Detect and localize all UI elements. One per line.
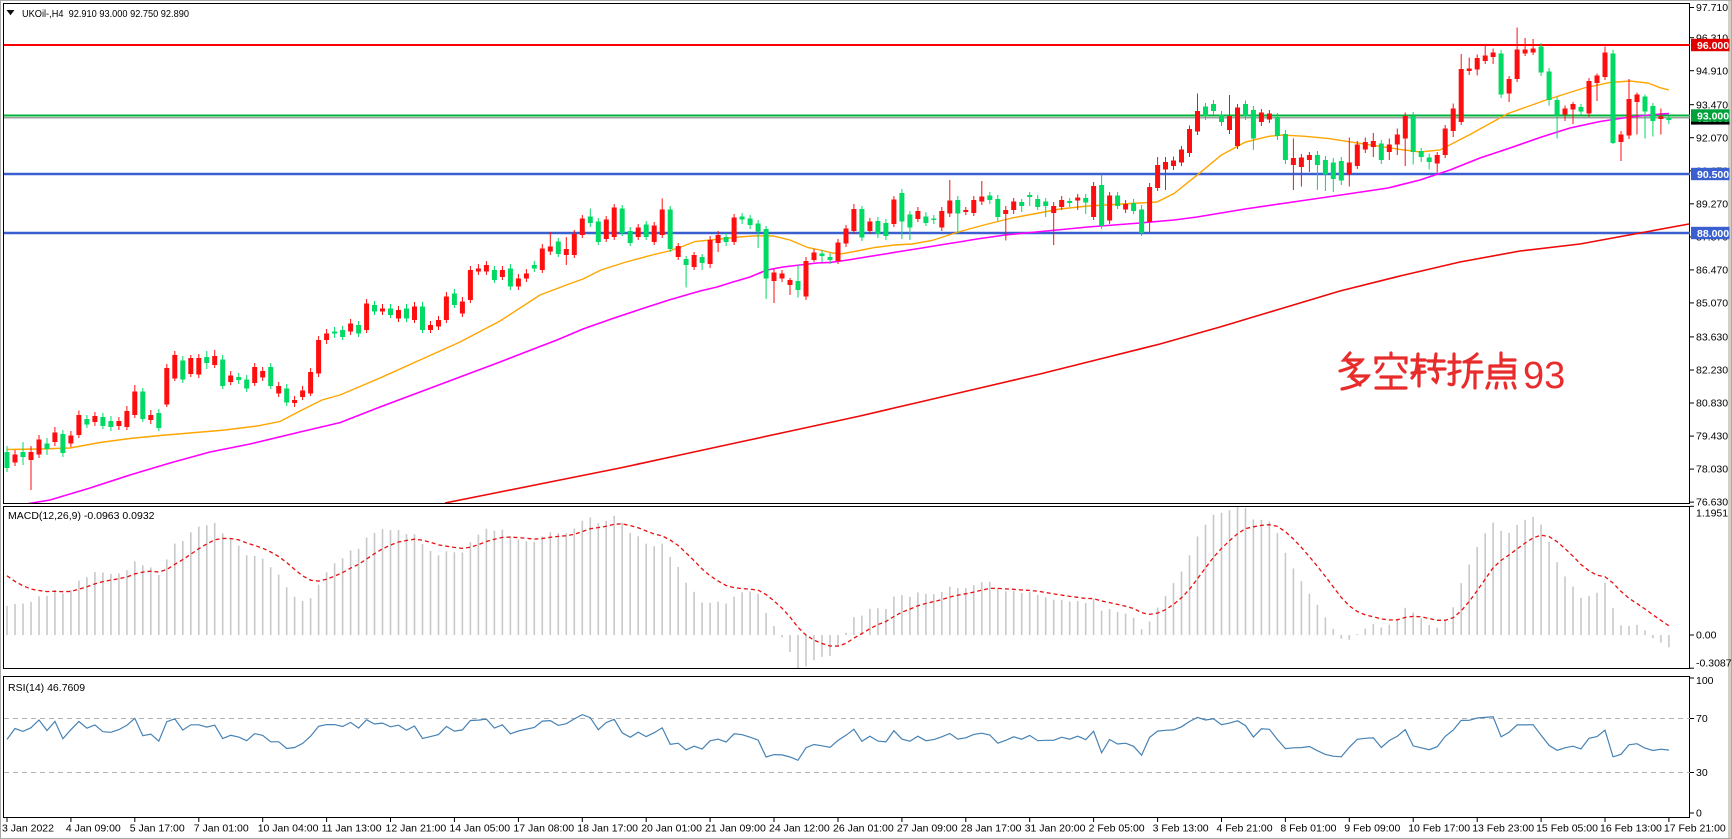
svg-text:82.230: 82.230 <box>1696 365 1728 377</box>
svg-text:10 Feb 17:00: 10 Feb 17:00 <box>1408 823 1470 835</box>
svg-text:85.070: 85.070 <box>1696 298 1728 310</box>
svg-text:3 Feb 13:00: 3 Feb 13:00 <box>1153 823 1209 835</box>
svg-text:96.000: 96.000 <box>1697 40 1729 52</box>
svg-text:92.070: 92.070 <box>1696 132 1728 144</box>
svg-text:4 Feb 21:00: 4 Feb 21:00 <box>1217 823 1273 835</box>
svg-text:28 Jan 17:00: 28 Jan 17:00 <box>961 823 1022 835</box>
svg-text:5 Jan 17:00: 5 Jan 17:00 <box>130 823 185 835</box>
svg-text:70: 70 <box>1696 713 1708 725</box>
svg-text:-0.3087: -0.3087 <box>1696 658 1732 670</box>
svg-text:9 Feb 09:00: 9 Feb 09:00 <box>1344 823 1400 835</box>
svg-text:18 Jan 17:00: 18 Jan 17:00 <box>577 823 638 835</box>
svg-text:0.00: 0.00 <box>1696 630 1717 642</box>
svg-text:30: 30 <box>1696 767 1708 779</box>
svg-text:90.500: 90.500 <box>1697 169 1729 181</box>
svg-text:97.710: 97.710 <box>1696 2 1728 14</box>
svg-text:7 Jan 01:00: 7 Jan 01:00 <box>194 823 249 835</box>
svg-text:3 Jan 2022: 3 Jan 2022 <box>2 823 54 835</box>
svg-text:RSI(14) 46.7609: RSI(14) 46.7609 <box>8 682 85 694</box>
svg-text:26 Jan 01:00: 26 Jan 01:00 <box>833 823 894 835</box>
svg-text:17 Jan 08:00: 17 Jan 08:00 <box>513 823 574 835</box>
svg-text:16 Feb 13:00: 16 Feb 13:00 <box>1600 823 1662 835</box>
svg-text:93.470: 93.470 <box>1696 99 1728 111</box>
svg-text:4 Jan 09:00: 4 Jan 09:00 <box>66 823 121 835</box>
svg-text:24 Jan 12:00: 24 Jan 12:00 <box>769 823 830 835</box>
svg-text:15 Feb 05:00: 15 Feb 05:00 <box>1536 823 1598 835</box>
svg-text:88.000: 88.000 <box>1697 228 1729 240</box>
svg-text:0: 0 <box>1696 808 1702 820</box>
svg-text:8 Feb 01:00: 8 Feb 01:00 <box>1280 823 1336 835</box>
svg-text:79.430: 79.430 <box>1696 431 1728 443</box>
svg-text:21 Jan 09:00: 21 Jan 09:00 <box>705 823 766 835</box>
svg-text:86.470: 86.470 <box>1696 265 1728 277</box>
svg-text:93: 93 <box>1523 355 1565 397</box>
svg-text:76.630: 76.630 <box>1696 497 1728 509</box>
svg-text:83.630: 83.630 <box>1696 332 1728 344</box>
svg-text:78.030: 78.030 <box>1696 464 1728 476</box>
svg-text:89.270: 89.270 <box>1696 198 1728 210</box>
svg-text:12 Jan 21:00: 12 Jan 21:00 <box>386 823 447 835</box>
svg-text:17 Feb 21:00: 17 Feb 21:00 <box>1664 823 1726 835</box>
svg-text:1.1951: 1.1951 <box>1696 508 1728 520</box>
svg-text:93.000: 93.000 <box>1697 110 1729 122</box>
svg-text:10 Jan 04:00: 10 Jan 04:00 <box>258 823 319 835</box>
svg-text:31 Jan 20:00: 31 Jan 20:00 <box>1025 823 1086 835</box>
svg-text:MACD(12,26,9) -0.0963 0.0932: MACD(12,26,9) -0.0963 0.0932 <box>8 510 155 522</box>
svg-text:27 Jan 09:00: 27 Jan 09:00 <box>897 823 958 835</box>
svg-text:2 Feb 05:00: 2 Feb 05:00 <box>1089 823 1145 835</box>
svg-text:13 Feb 23:00: 13 Feb 23:00 <box>1472 823 1534 835</box>
svg-text:11 Jan 13:00: 11 Jan 13:00 <box>322 823 382 835</box>
svg-text:14 Jan 05:00: 14 Jan 05:00 <box>449 823 510 835</box>
svg-text:20 Jan 01:00: 20 Jan 01:00 <box>641 823 702 835</box>
svg-text:94.910: 94.910 <box>1696 65 1728 77</box>
svg-text:UKOil-,H4 92.910 93.000 92.75: UKOil-,H4 92.910 93.000 92.750 92.890 <box>22 8 189 20</box>
svg-text:100: 100 <box>1696 675 1714 687</box>
svg-text:80.830: 80.830 <box>1696 398 1728 410</box>
